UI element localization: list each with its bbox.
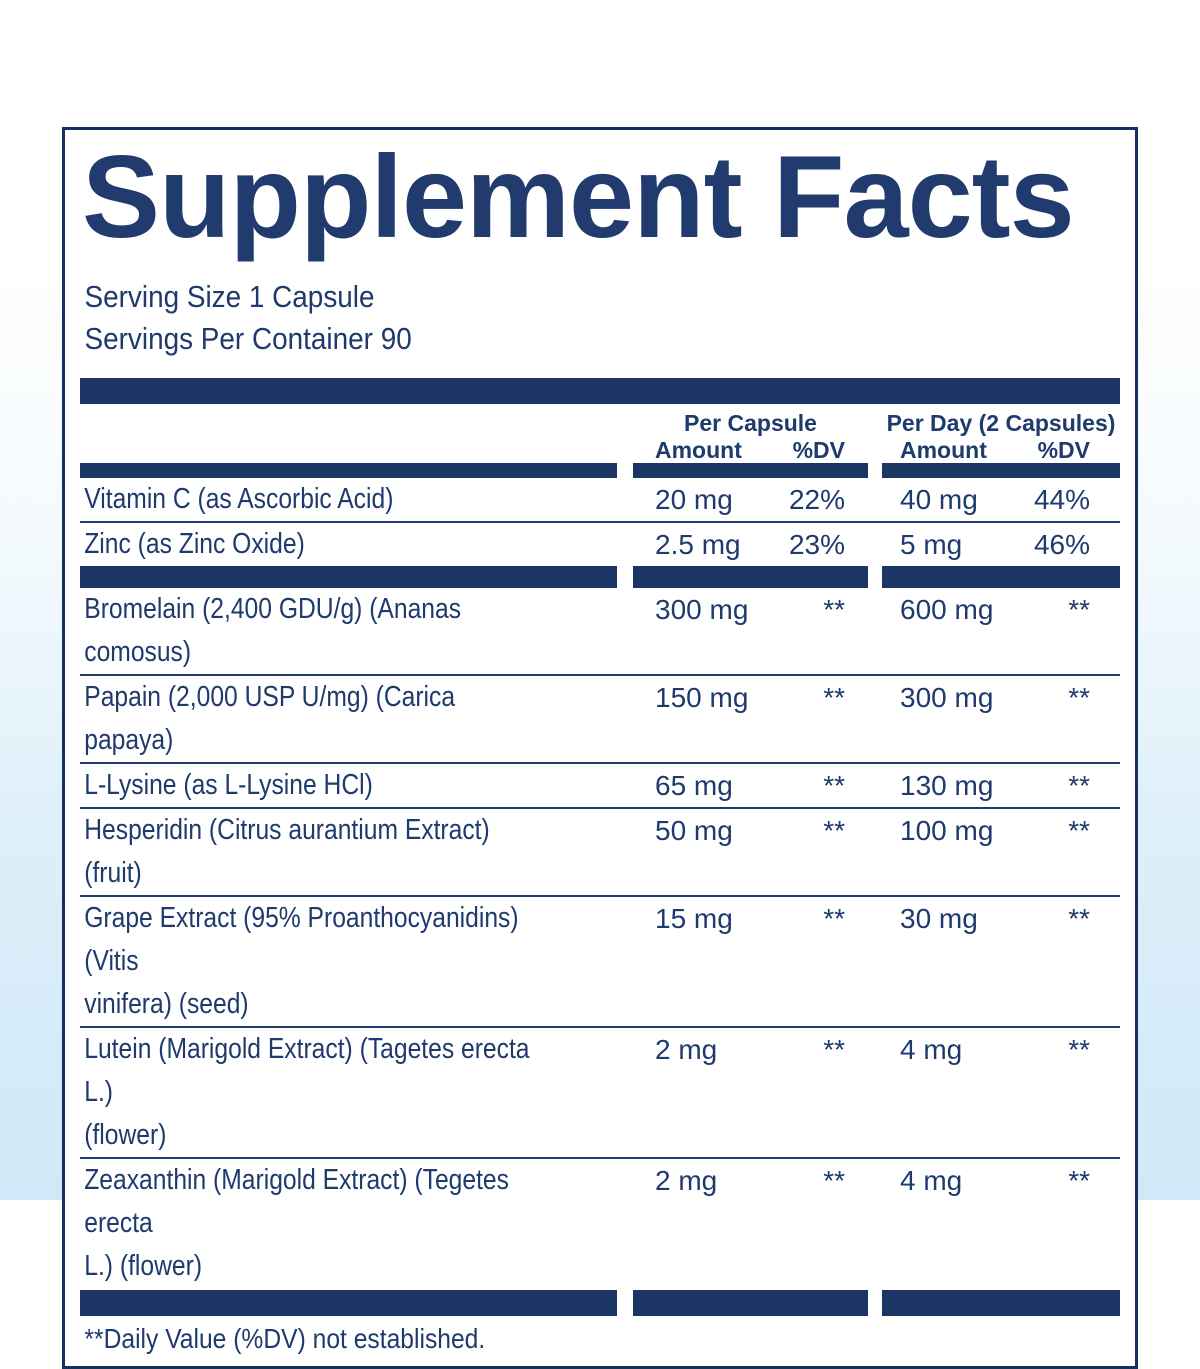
- row-divider-line: [80, 762, 1120, 764]
- bar-segment: [80, 1290, 617, 1316]
- day-amount-value: 4 mg: [900, 1034, 963, 1065]
- ingredient-name: Zinc (as Zinc Oxide): [84, 528, 305, 560]
- table-row: L-Lysine (as L-Lysine HCl) 65 mg ** 130 mg *…: [80, 764, 1120, 807]
- table-row: Hesperidin (Citrus aurantium Extract) (f…: [80, 809, 1120, 895]
- day-amount-value: 130 mg: [900, 770, 994, 801]
- column-header-row: Amount %DV Amount %DV: [80, 437, 1120, 463]
- ingredient-name: L-Lysine (as L-Lysine HCl): [84, 769, 373, 801]
- day-amount-value: 600 mg: [900, 594, 994, 625]
- day-dv-value: **: [1068, 903, 1090, 934]
- capsule-dv-value: **: [823, 903, 845, 934]
- ingredient-name: Lutein (Marigold Extract) (Tagetes erect…: [84, 1033, 530, 1151]
- row-divider-line: [80, 1026, 1120, 1028]
- capsule-dv-value: **: [823, 815, 845, 846]
- header-underline-bar: [80, 463, 1120, 478]
- capsule-amount-value: 20 mg: [655, 484, 733, 515]
- capsule-dv-value: **: [823, 1165, 845, 1196]
- bar-segment: [80, 463, 617, 478]
- table-row: Vitamin C (as Ascorbic Acid) 20 mg 22% 40 m…: [80, 478, 1120, 521]
- day-amount-value: 40 mg: [900, 484, 978, 515]
- serving-size-line: Serving Size 1 Capsule: [84, 279, 375, 314]
- capsule-dv-value: **: [823, 682, 845, 713]
- ingredient-name: Papain (2,000 USP U/mg) (Carica papaya): [84, 681, 456, 756]
- day-dv-value: **: [1068, 682, 1090, 713]
- capsule-amount-value: 2 mg: [655, 1034, 718, 1065]
- day-dv-value: **: [1068, 770, 1090, 801]
- ingredient-name: Zeaxanthin (Marigold Extract) (Tegetes e…: [84, 1164, 509, 1282]
- row-divider-line: [80, 895, 1120, 897]
- day-dv-value: **: [1068, 1165, 1090, 1196]
- day-amount-value: 100 mg: [900, 815, 994, 846]
- bar-segment: [80, 566, 617, 588]
- supplement-facts-panel: Supplement Facts Serving Size 1 Capsule …: [62, 127, 1138, 1369]
- bar-segment: [882, 463, 1120, 478]
- table-row: Zeaxanthin (Marigold Extract) (Tegetes e…: [80, 1159, 1120, 1288]
- row-divider-line: [80, 674, 1120, 676]
- capsule-amount-value: 2 mg: [655, 1165, 718, 1196]
- ingredient-name: Grape Extract (95% Proanthocyanidins) (V…: [84, 902, 519, 1020]
- day-amount-value: 30 mg: [900, 903, 978, 934]
- table-row: Bromelain (2,400 GDU/g) (Ananas comosus)…: [80, 588, 1120, 674]
- day-amount-column-header: Amount: [900, 437, 987, 463]
- row-divider-line: [80, 807, 1120, 809]
- capsule-amount-value: 50 mg: [655, 815, 733, 846]
- row-divider-line: [80, 1157, 1120, 1159]
- row-divider-line: [80, 521, 1120, 523]
- ingredient-rows: Vitamin C (as Ascorbic Acid) 20 mg 22% 40 m…: [80, 478, 1120, 1316]
- ingredient-name: Hesperidin (Citrus aurantium Extract) (f…: [84, 814, 490, 889]
- page-title: Supplement Facts: [82, 131, 1075, 262]
- day-amount-value: 300 mg: [900, 682, 994, 713]
- capsule-amount-value: 300 mg: [655, 594, 749, 625]
- day-dv-column-header: %DV: [1037, 437, 1090, 463]
- capsule-amount-value: 2.5 mg: [655, 529, 741, 560]
- table-row: Papain (2,000 USP U/mg) (Carica papaya) 1…: [80, 676, 1120, 762]
- table-row: Zinc (as Zinc Oxide) 2.5 mg 23% 5 mg 46%: [80, 523, 1120, 566]
- day-dv-value: 44%: [1033, 484, 1090, 515]
- column-group-header-row: Per Capsule Per Day (2 Capsules): [80, 404, 1120, 437]
- capsule-dv-value: **: [823, 1034, 845, 1065]
- bar-segment: [633, 1290, 868, 1316]
- table-row: Lutein (Marigold Extract) (Tagetes erect…: [80, 1028, 1120, 1157]
- day-amount-value: 4 mg: [900, 1165, 963, 1196]
- ingredient-name: Vitamin C (as Ascorbic Acid): [84, 483, 394, 515]
- capsule-amount-column-header: Amount: [655, 437, 742, 463]
- footnote: **Daily Value (%DV) not established.: [84, 1323, 486, 1354]
- day-dv-value: **: [1068, 1034, 1090, 1065]
- capsule-dv-value: **: [823, 770, 845, 801]
- bar-segment: [882, 566, 1120, 588]
- capsule-dv-value: 22%: [788, 484, 845, 515]
- capsule-dv-column-header: %DV: [792, 437, 845, 463]
- section-divider-bar: [80, 566, 1120, 588]
- servings-per-container-line: Servings Per Container 90: [84, 321, 412, 356]
- bottom-divider-bar: [80, 1290, 1120, 1316]
- day-dv-value: **: [1068, 594, 1090, 625]
- capsule-dv-value: **: [823, 594, 845, 625]
- per-day-group-header: Per Day (2 Capsules): [886, 410, 1116, 436]
- capsule-dv-value: 23%: [788, 529, 845, 560]
- bar-segment: [633, 566, 868, 588]
- per-capsule-group-header: Per Capsule: [684, 410, 817, 436]
- table-row: Grape Extract (95% Proanthocyanidins) (V…: [80, 897, 1120, 1026]
- capsule-amount-value: 15 mg: [655, 903, 733, 934]
- ingredient-name: Bromelain (2,400 GDU/g) (Ananas comosus): [84, 593, 462, 668]
- bar-segment: [882, 1290, 1120, 1316]
- capsule-amount-value: 150 mg: [655, 682, 749, 713]
- capsule-amount-value: 65 mg: [655, 770, 733, 801]
- day-dv-value: **: [1068, 815, 1090, 846]
- day-amount-value: 5 mg: [900, 529, 963, 560]
- bar-segment: [633, 463, 868, 478]
- top-divider-bar: [80, 378, 1120, 404]
- day-dv-value: 46%: [1033, 529, 1090, 560]
